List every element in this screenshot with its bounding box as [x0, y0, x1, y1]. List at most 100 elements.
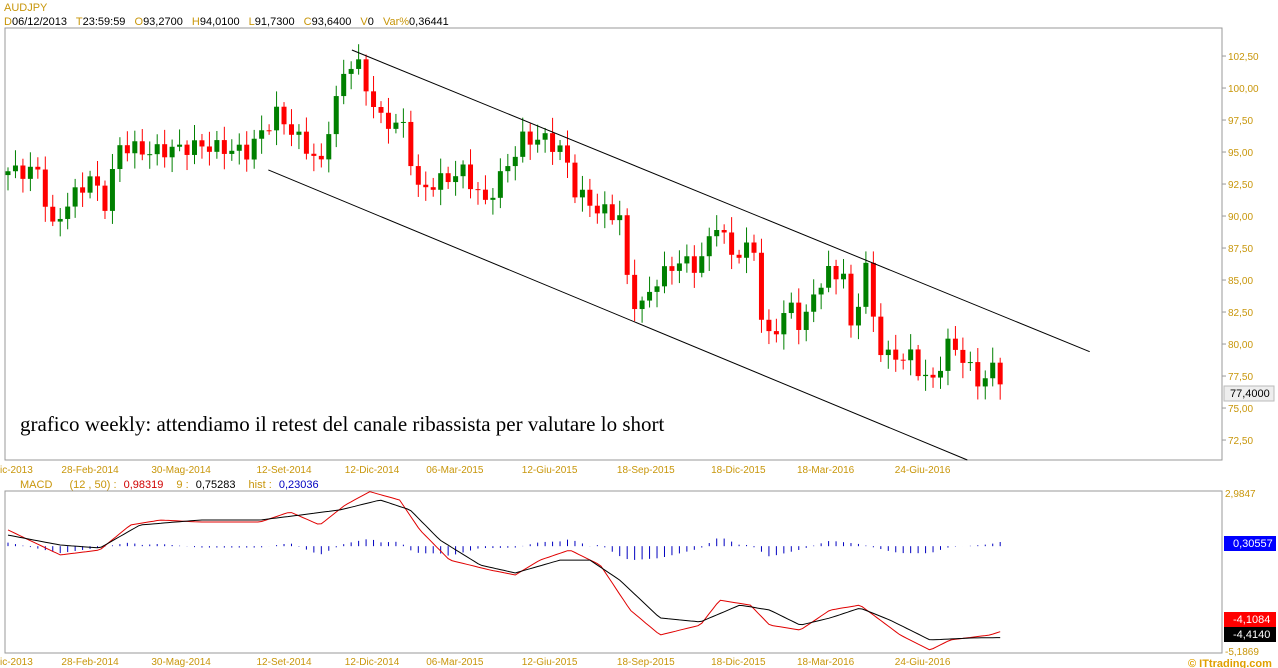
macd-box-label: -4,1084 [1233, 614, 1270, 626]
candle-body [147, 154, 153, 156]
candle-body [945, 338, 951, 371]
candle-body [766, 319, 772, 332]
price-tick-label: 77,50 [1228, 372, 1253, 383]
date-tick-label: 18-Sep-2015 [617, 657, 675, 668]
candle-body [497, 171, 503, 198]
candle-body [744, 242, 750, 258]
date-tick-label: 24-Giu-2016 [895, 657, 951, 668]
candle-body [229, 150, 235, 154]
candle-body [400, 121, 406, 123]
candle-body [587, 189, 593, 206]
date-tick-label: 18-Sep-2015 [617, 465, 675, 476]
hist-label: hist : [249, 479, 272, 491]
candle-body [938, 370, 943, 378]
candle-body [542, 133, 548, 140]
last-price-label: 77,4000 [1230, 388, 1270, 400]
candle-body [557, 145, 563, 152]
date-tick-label: 28-Feb-2014 [61, 465, 119, 476]
price-tick-label: 87,50 [1228, 244, 1253, 255]
var-value: 0,36441 [409, 16, 449, 28]
date-tick-label: 12-Giu-2015 [522, 657, 578, 668]
candle-body [385, 112, 391, 129]
candle-body [117, 145, 123, 170]
candle-body [251, 138, 257, 160]
candle-body [154, 144, 160, 155]
candle-body [393, 122, 399, 129]
t-label: T [76, 16, 83, 28]
candle-body [244, 144, 250, 160]
candle-body [356, 59, 362, 69]
date-axis-bottom: ic-2013 28-Feb-2014 30-Mag-2014 12-Set-2014… [0, 657, 951, 668]
channel-lines [268, 49, 1090, 461]
candle-body [311, 153, 317, 156]
candle-body [274, 106, 280, 131]
c-value: 93,6400 [312, 16, 352, 28]
hist-box-label: 0,30557 [1233, 538, 1273, 550]
macd-axis-bottom: -5,1869 [1225, 647, 1259, 658]
candle-body [714, 230, 720, 237]
h-value: 94,0100 [200, 16, 240, 28]
candle-body [169, 146, 175, 158]
candle-body [669, 266, 675, 271]
candle-body [341, 73, 347, 97]
candle-body [363, 59, 369, 92]
price-tick-label: 90,00 [1228, 212, 1253, 223]
l-label: L [249, 16, 255, 28]
candle-body [124, 145, 130, 154]
candle-body [415, 166, 421, 185]
h-label: H [192, 16, 200, 28]
date-tick-label: 30-Mag-2014 [151, 465, 211, 476]
candle-body [617, 215, 623, 221]
macd-header: MACD (12 , 50) : 0,98319 9 : 0,75283 his… [20, 479, 319, 491]
candle-body [348, 68, 354, 74]
candle-body [35, 166, 41, 170]
candle-body [908, 349, 914, 361]
candle-body [848, 273, 854, 326]
macd-box [1224, 612, 1276, 627]
candle-body [80, 187, 86, 193]
candle-body [893, 349, 899, 360]
candle-body [878, 316, 884, 356]
candle-body [177, 144, 183, 147]
candle-body [408, 121, 414, 167]
date-tick-label: 12-Dic-2014 [345, 465, 400, 476]
date-tick-label: 30-Mag-2014 [151, 657, 211, 668]
d-label: D [4, 16, 12, 28]
candle-body [624, 215, 630, 275]
candle-body [333, 96, 339, 135]
date-tick-label: 12-Set-2014 [256, 465, 311, 476]
candle-body [42, 169, 48, 207]
candle-body [132, 141, 138, 154]
candle-body [199, 140, 205, 147]
candle-body [87, 176, 93, 193]
candle-body [654, 286, 660, 292]
candle-body [833, 265, 839, 280]
candle-body [639, 300, 645, 310]
candle-body [632, 274, 638, 310]
hist-box [1224, 536, 1276, 551]
date-tick-label: 18-Dic-2015 [711, 657, 766, 668]
candle-body [109, 169, 115, 211]
candle-body [609, 204, 615, 221]
candle-body [855, 306, 861, 326]
macd-plot [7, 491, 1001, 651]
candle-body [95, 176, 101, 186]
candle-body [982, 378, 988, 387]
candle-body [960, 349, 966, 363]
price-tick-label: 92,50 [1228, 180, 1253, 191]
candle-body [535, 139, 541, 145]
candle-body [952, 338, 958, 350]
candle-body [788, 302, 794, 314]
signal-box-label: -4,4140 [1233, 629, 1270, 641]
candle-body [923, 374, 929, 377]
candle-body [259, 130, 265, 139]
candle-body [885, 349, 891, 356]
candle-body [751, 242, 757, 253]
candle-body [975, 362, 981, 387]
candle-body [281, 106, 287, 125]
candle-body [139, 141, 145, 155]
candle-body [318, 155, 324, 160]
date-tick-label: 18-Mar-2016 [797, 465, 855, 476]
var-label: Var% [383, 16, 409, 28]
candle-body [445, 173, 451, 183]
